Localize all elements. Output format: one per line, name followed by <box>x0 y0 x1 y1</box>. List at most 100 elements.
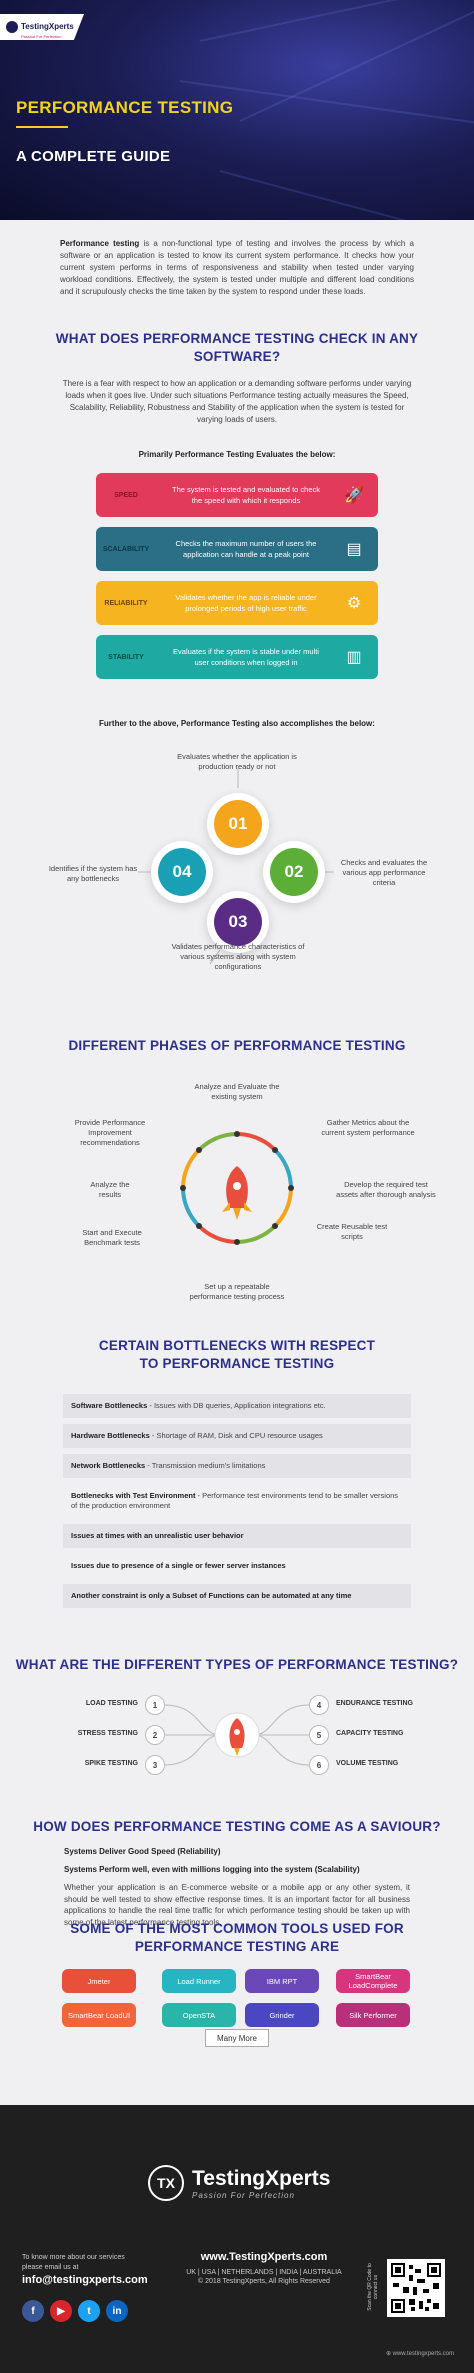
evaluation-label: RELIABILITY <box>104 599 148 607</box>
logo-mark-icon <box>6 21 18 33</box>
bottleneck-item: Issues at times with an unrealistic user… <box>63 1524 411 1548</box>
phase-step: Set up a repeatable performance testing … <box>189 1282 285 1301</box>
testing-type-number: 4 <box>309 1695 329 1715</box>
tool-badge[interactable]: IBM RPT <box>245 1969 319 1993</box>
footer-logo[interactable]: TX TestingXperts Passion For Perfection <box>148 2165 330 2201</box>
brand-name: TestingXperts <box>21 21 74 31</box>
testing-type-label: LOAD TESTING <box>85 1700 138 1707</box>
bottleneck-title: Software Bottlenecks <box>71 1401 148 1410</box>
testing-type-number: 5 <box>309 1725 329 1745</box>
linkedin-icon[interactable]: in <box>106 2300 128 2322</box>
many-more-button[interactable]: Many More <box>205 2029 269 2047</box>
contact-line-1: To know more about our services <box>22 2254 125 2261</box>
locations-text: UK | USA | NETHERLANDS | INDIA | AUSTRAL… <box>186 2269 342 2276</box>
footer: TX TestingXperts Passion For Perfection … <box>0 2105 474 2373</box>
evaluation-desc: Checks the maximum number of users the a… <box>175 539 317 559</box>
testing-type-number: 3 <box>145 1755 165 1775</box>
bottleneck-title: Issues at times with an unrealistic user… <box>71 1531 244 1540</box>
gear-icon: ⚙ <box>346 595 362 612</box>
accomplish-caption: Checks and evaluates the various app per… <box>340 858 428 887</box>
tool-badge[interactable]: Silk Performer <box>336 2003 410 2027</box>
contact-line-2: please email us at <box>22 2264 79 2271</box>
intro-lead: Performance testing <box>60 239 140 248</box>
tools-heading: SOME OF THE MOST COMMON TOOLS USED FOR P… <box>0 1920 474 1956</box>
bottleneck-item: Software Bottlenecks - Issues with DB qu… <box>63 1394 411 1418</box>
testing-type-number: 1 <box>145 1695 165 1715</box>
evaluation-item: STABILITY Evaluates if the system is stab… <box>96 635 378 679</box>
testing-type-label: CAPACITY TESTING <box>336 1730 404 1737</box>
tool-badge[interactable]: SmartBear LoadUI <box>62 2003 136 2027</box>
youtube-icon[interactable]: ▶ <box>50 2300 72 2322</box>
testing-type-number: 2 <box>145 1725 165 1745</box>
tools-heading-line-1: SOME OF THE MOST COMMON TOOLS USED FOR <box>70 1921 404 1936</box>
brand-logo[interactable]: TestingXperts Passion For Perfection <box>0 14 84 40</box>
accomplish-number: 03 <box>214 898 262 946</box>
phase-step: Analyze and Evaluate the existing system <box>194 1082 280 1101</box>
rocket-icon <box>222 1166 252 1220</box>
saviour-line-1: Systems Deliver Good Speed (Reliability) <box>64 1847 221 1856</box>
accomplish-caption: Validates performance characteristics of… <box>171 942 305 971</box>
bottleneck-title: Issues due to presence of a single or fe… <box>71 1561 286 1570</box>
evaluation-label: STABILITY <box>108 653 144 661</box>
types-connectors <box>164 1704 310 1766</box>
bottlenecks-heading-line-1: CERTAIN BOTTLENECKS WITH RESPECT <box>98 1338 376 1353</box>
footer-brand-name: TestingXperts <box>192 2166 331 2190</box>
testing-type-label: STRESS TESTING <box>77 1730 138 1737</box>
evaluation-desc: The system is tested and evaluated to ch… <box>172 485 320 505</box>
brand-tagline: Passion For Perfection <box>21 33 62 39</box>
evaluation-item: SCALABILITY Checks the maximum number of … <box>96 527 378 571</box>
accomplish-caption: Identifies if the system has any bottlen… <box>48 864 138 883</box>
tool-badge[interactable]: SmartBear LoadComplete <box>336 1969 410 1993</box>
bottleneck-title: Bottlenecks with Test Environment <box>71 1491 196 1500</box>
saviour-heading: HOW DOES PERFORMANCE TESTING COME AS A S… <box>33 1819 441 1834</box>
phases-diagram: Analyze and Evaluate the existing system… <box>0 1070 474 1310</box>
document-icon: ▤ <box>346 541 362 558</box>
qr-caption: Scan the QR Code to connect us <box>367 2263 379 2311</box>
phases-heading: DIFFERENT PHASES OF PERFORMANCE TESTING <box>68 1038 406 1053</box>
accomplish-number: 02 <box>270 848 318 896</box>
bottlenecks-heading-line-2: TO PERFORMANCE TESTING <box>139 1356 335 1371</box>
check-section: WHAT DOES PERFORMANCE TESTING CHECK IN A… <box>0 330 474 689</box>
intro-text: is a non-functional type of testing and … <box>60 239 414 296</box>
bottleneck-item: Network Bottlenecks - Transmission mediu… <box>63 1454 411 1478</box>
phase-step: Gather Metrics about the current system … <box>321 1118 415 1137</box>
accomplish-number: 01 <box>214 800 262 848</box>
bottleneck-item: Hardware Bottlenecks - Shortage of RAM, … <box>63 1424 411 1448</box>
tool-badge[interactable]: Grinder <box>245 2003 319 2027</box>
phase-step: Create Reusable test scripts <box>316 1222 388 1241</box>
accomplish-diagram: 01 Evaluates whether the application is p… <box>0 740 474 980</box>
phase-step: Provide Performance Improvement recommen… <box>74 1118 146 1147</box>
qr-code[interactable] <box>387 2259 445 2317</box>
bottom-url-text: www.testingxperts.com <box>392 2351 454 2357</box>
bottom-url[interactable]: ⊕ www.testingxperts.com <box>385 2351 454 2357</box>
tools-heading-line-2: PERFORMANCE TESTING ARE <box>134 1939 340 1954</box>
phase-step: Start and Execute Benchmark tests <box>82 1228 142 1247</box>
rocket-icon: 🚀 <box>344 487 364 504</box>
contact-email-link[interactable]: info@testingxperts.com <box>22 2274 148 2286</box>
evaluation-item: SPEED The system is tested and evaluated … <box>96 473 378 517</box>
hero-banner: TestingXperts Passion For Perfection PER… <box>0 0 474 220</box>
footer-logo-mark-icon: TX <box>148 2165 184 2201</box>
bottleneck-item: Another constraint is only a Subset of F… <box>63 1584 411 1608</box>
types-diagram: LOAD TESTING 1 STRESS TESTING 2 SPIKE TESTIN… <box>0 1690 474 1780</box>
tool-badge[interactable]: Load Runner <box>162 1969 236 1993</box>
saviour-section: HOW DOES PERFORMANCE TESTING COME AS A S… <box>0 1818 474 1928</box>
facebook-icon[interactable]: f <box>22 2300 44 2322</box>
bottlenecks-heading: CERTAIN BOTTLENECKS WITH RESPECT TO PERF… <box>0 1337 474 1373</box>
bottleneck-text: - Performance test environments tend to … <box>71 1491 399 1510</box>
evaluation-list: SPEED The system is tested and evaluated … <box>0 473 474 679</box>
accomplish-heading: Further to the above, Performance Testin… <box>99 719 375 728</box>
twitter-icon[interactable]: t <box>78 2300 100 2322</box>
copyright-text: © 2018 TestingXperts, All Rights Reserve… <box>198 2278 330 2285</box>
accomplish-number: 04 <box>158 848 206 896</box>
testing-type-label: ENDURANCE TESTING <box>336 1700 414 1707</box>
tool-badge[interactable]: OpenSTA <box>162 2003 236 2027</box>
website-link[interactable]: www.TestingXperts.com <box>200 2251 328 2263</box>
evaluation-label: SPEED <box>114 491 138 499</box>
testing-type-label: VOLUME TESTING <box>336 1760 399 1767</box>
types-rocket-icon <box>229 1718 245 1756</box>
tool-badge[interactable]: Jmeter <box>62 1969 136 1993</box>
check-subheading: Primarily Performance Testing Evaluates … <box>138 450 336 459</box>
evaluation-label: SCALABILITY <box>102 545 150 553</box>
